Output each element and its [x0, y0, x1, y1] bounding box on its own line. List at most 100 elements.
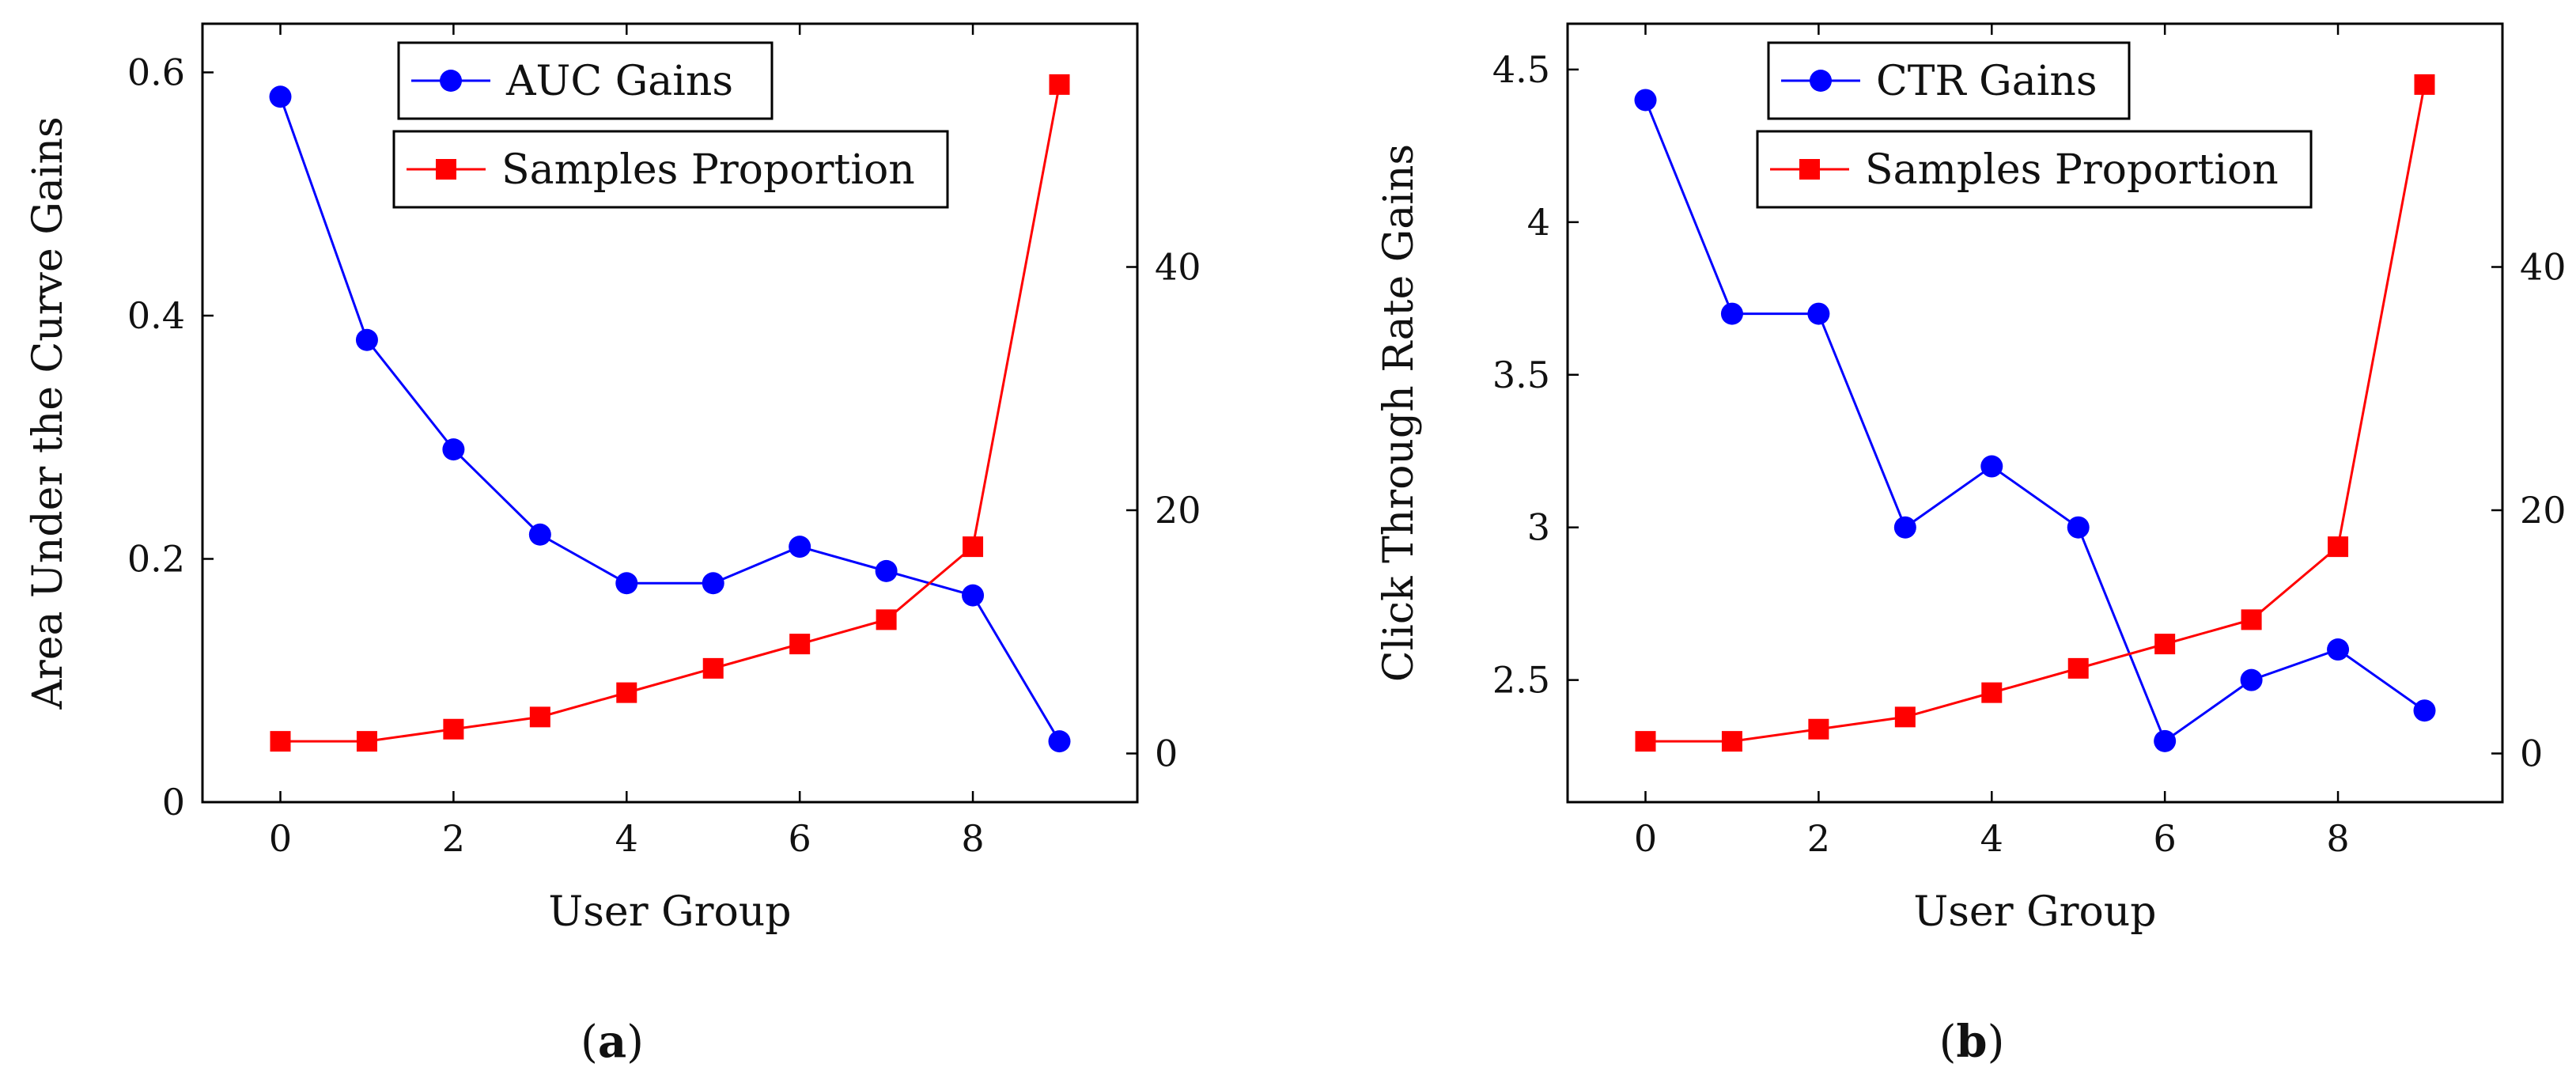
panel-b-x-ticks: 0 2 4 6 8 — [1634, 24, 2350, 860]
panel-b-samples-proportion-point — [1635, 731, 1656, 752]
panel-a: 0 2 4 6 8 0 0.2 0.4 0.6 0 20 40 User Group Area U… — [25, 22, 1201, 1068]
panel-a-plot-frame — [201, 22, 1139, 804]
panel-a-x-ticks: 0 2 4 6 8 — [269, 24, 985, 860]
panel-b-x-tick-label: 4 — [1980, 817, 2003, 860]
panel-a-samples-proportion-point — [443, 718, 464, 740]
panel-a-auc-gains-point — [962, 584, 985, 607]
panel-b-y-ticks-right: 0 20 40 — [2491, 246, 2567, 775]
panel-b-samples-proportion-point — [1894, 706, 1916, 728]
panel-b-samples-proportion-point — [1808, 718, 1829, 740]
panel-b-series — [1634, 74, 2436, 752]
panel-b-samples-proportion-point — [2414, 74, 2435, 95]
panel-a-auc-gains-point — [875, 559, 898, 582]
panel-b-plot-frame — [1566, 22, 2504, 804]
panel-b-x-tick-label: 6 — [2154, 817, 2177, 860]
panel-b-y-axis-label: Click Through Rate Gains — [1375, 144, 1423, 682]
panel-a-x-tick-label: 4 — [615, 817, 638, 860]
panel-a-samples-proportion-point — [529, 706, 550, 728]
panel-a-legend-samples-text: Samples Proportion — [501, 146, 915, 194]
panel-b-y-tick-label-right: 0 — [2520, 733, 2543, 775]
panel-b-ctr-gains-point — [1634, 89, 1657, 112]
panel-b-y-tick-label-left: 3.5 — [1492, 354, 1550, 396]
panel-b-ctr-gains-point — [2067, 516, 2090, 539]
panel-b-y-tick-label-left: 4.5 — [1492, 48, 1550, 91]
panel-b-samples-proportion-point — [2067, 657, 2089, 679]
panel-a-caption-open: ( — [581, 1017, 598, 1068]
panel-a-legend-samples-marker — [436, 159, 456, 180]
panel-b-ctr-gains-point — [1893, 516, 1916, 539]
panel-b-ctr-gains-line — [1644, 99, 2426, 744]
panel-b-legend-ctr-marker — [1810, 70, 1832, 92]
panel-a-legend-auc: AUC Gains — [397, 41, 774, 120]
panel-a-samples-proportion-point — [789, 634, 811, 655]
panel-a-y-axis-label: Area Under the Curve Gains — [25, 116, 72, 710]
panel-b-samples-proportion-point — [2328, 536, 2349, 558]
panel-a-y-tick-label-left: 0.6 — [127, 51, 185, 94]
panel-a-y-tick-label-left: 0.2 — [127, 538, 185, 581]
panel-b-samples-proportion-point — [2154, 634, 2176, 655]
panel-b-x-axis-label: User Group — [1913, 888, 2156, 936]
panel-a-samples-proportion-point — [1049, 74, 1070, 95]
panel-b-caption-open: ( — [1939, 1017, 1957, 1068]
panel-a-samples-proportion-point — [270, 731, 291, 752]
panel-a-y-ticks-left: 0 0.2 0.4 0.6 — [127, 51, 214, 823]
panel-b-legend-samples: Samples Proportion — [1756, 130, 2313, 209]
panel-a-caption-close: ) — [626, 1017, 644, 1068]
panel-b-y-tick-label-left: 2.5 — [1492, 659, 1550, 702]
panel-b-y-tick-label-left: 3 — [1527, 506, 1550, 549]
panel-b-legend-samples-box — [1756, 130, 2313, 209]
panel-a-legend-samples-box — [392, 130, 949, 209]
panel-b-samples-proportion-point — [2241, 609, 2262, 630]
panel-a-x-tick-label: 0 — [269, 817, 292, 860]
panel-a-auc-gains-point — [702, 572, 724, 595]
panel-a-samples-proportion-point — [616, 682, 637, 703]
panel-a-y-tick-label-left: 0.4 — [127, 294, 185, 337]
panel-a-samples-proportion-point — [876, 609, 897, 630]
panel-a-caption-letter: a — [598, 1016, 626, 1068]
panel-a-y-tick-label-left: 0 — [162, 781, 185, 823]
panel-a-legend-samples: Samples Proportion — [392, 130, 949, 209]
panel-b-samples-proportion-point — [1721, 731, 1742, 752]
panel-a-caption: (a) — [581, 1016, 644, 1068]
panel-b-x-tick-label: 2 — [1807, 817, 1830, 860]
panel-b-y-tick-label-right: 40 — [2520, 246, 2567, 289]
panel-a-legend-auc-marker — [440, 70, 462, 92]
panel-b-caption: (b) — [1939, 1016, 2005, 1068]
panel-b-ctr-gains-point — [1807, 302, 1830, 325]
panel-b-y-tick-label-left: 4 — [1527, 201, 1550, 244]
panel-a-auc-gains-point — [355, 328, 378, 351]
panel-b-ctr-gains-point — [2327, 638, 2350, 661]
panel-b-legend-samples-marker — [1799, 159, 1820, 180]
panel-a-samples-proportion-point — [356, 731, 377, 752]
panel-a-auc-gains-point — [528, 523, 551, 546]
panel-b-ctr-gains-point — [1720, 302, 1743, 325]
panel-a-x-tick-label: 6 — [789, 817, 811, 860]
panel-a-samples-proportion-point — [702, 657, 724, 679]
panel-a-y-tick-label-right: 20 — [1155, 489, 1201, 532]
panel-b-ctr-gains-point — [2240, 668, 2263, 691]
panel-b-samples-proportion-point — [1981, 682, 2003, 703]
panel-a-series — [269, 74, 1071, 753]
panel-b-caption-close: ) — [1988, 1017, 2005, 1068]
panel-b-legend-samples-text: Samples Proportion — [1865, 146, 2279, 194]
panel-a-auc-gains-point — [789, 536, 811, 558]
panel-b-ctr-gains-point — [2154, 729, 2177, 752]
panel-b-ctr-gains-point — [1980, 455, 2003, 478]
panel-a-x-tick-label: 8 — [961, 817, 984, 860]
panel-b-x-tick-label: 0 — [1634, 817, 1657, 860]
panel-a-y-tick-label-right: 0 — [1155, 733, 1178, 775]
panel-b-samples-proportion-line — [1645, 84, 2426, 743]
panel-b-x-tick-label: 8 — [2326, 817, 2349, 860]
panel-a-x-axis-label: User Group — [548, 888, 791, 936]
panel-a-auc-gains-point — [1048, 730, 1071, 753]
panel-a-y-tick-label-right: 40 — [1155, 246, 1201, 289]
panel-b-legend-ctr: CTR Gains — [1767, 41, 2131, 120]
panel-a-legend-auc-text: AUC Gains — [505, 58, 733, 105]
panel-b-legend-ctr-text: CTR Gains — [1876, 58, 2097, 105]
panel-a-samples-proportion-point — [963, 536, 984, 558]
panel-b-y-tick-label-right: 20 — [2520, 489, 2567, 532]
panel-a-samples-proportion-line — [280, 84, 1061, 743]
panel-b-ctr-gains-point — [2413, 699, 2436, 722]
panel-b-y-ticks-left: 2.5 3 3.5 4 4.5 — [1492, 48, 1579, 702]
